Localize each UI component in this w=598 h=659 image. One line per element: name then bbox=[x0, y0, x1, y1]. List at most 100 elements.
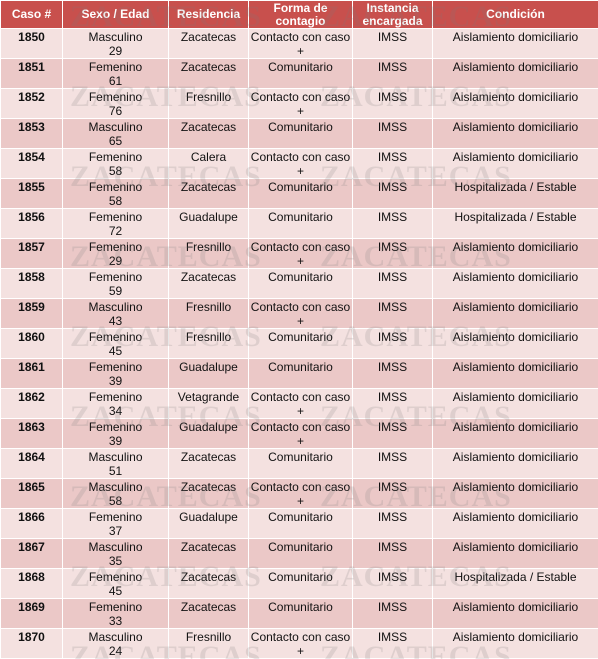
age: 39 bbox=[108, 374, 123, 388]
table-cell: Aislamiento domiciliario bbox=[432, 358, 598, 389]
cell-content: Guadalupe bbox=[169, 419, 248, 448]
table-cell: Femenino 61 bbox=[62, 58, 169, 89]
age: 51 bbox=[108, 464, 123, 478]
cell-content: IMSS bbox=[353, 479, 432, 508]
cell-content: IMSS bbox=[353, 119, 432, 148]
residence: Vetagrande bbox=[177, 390, 240, 404]
condition: Hospitalizada / Estable bbox=[454, 210, 577, 224]
age: 33 bbox=[108, 614, 123, 628]
sex: Femenino bbox=[88, 420, 143, 434]
contagion: Comunitario bbox=[268, 180, 333, 194]
cell-content: IMSS bbox=[353, 89, 432, 118]
cell-content: Aislamiento domiciliario bbox=[433, 629, 598, 658]
table-cell: Aislamiento domiciliario bbox=[432, 298, 598, 329]
table-row: 1868 Femenino 45 Zacatecas Comunitario IMSS Ho… bbox=[0, 568, 598, 599]
table-cell: IMSS bbox=[352, 448, 433, 479]
age: 34 bbox=[108, 404, 123, 418]
contagion: Comunitario bbox=[268, 270, 333, 284]
residence: Fresnillo bbox=[185, 240, 232, 254]
institution: IMSS bbox=[377, 600, 408, 614]
case-number: 1864 bbox=[18, 450, 45, 464]
table-cell: Aislamiento domiciliario bbox=[432, 58, 598, 89]
residence: Zacatecas bbox=[180, 450, 237, 464]
condition: Aislamiento domiciliario bbox=[452, 270, 579, 284]
institution: IMSS bbox=[377, 510, 408, 524]
cell-content: 1868 bbox=[1, 569, 62, 598]
table-cell: Contacto con caso + bbox=[248, 298, 353, 329]
cell-content: 1862 bbox=[1, 389, 62, 418]
table-cell: Aislamiento domiciliario bbox=[432, 448, 598, 479]
cell-content: Contacto con caso + bbox=[249, 29, 352, 58]
table-cell: Femenino 72 bbox=[62, 208, 169, 239]
cell-content: 1869 bbox=[1, 599, 62, 628]
table-cell: Contacto con caso + bbox=[248, 238, 353, 269]
table-cell: Zacatecas bbox=[168, 448, 249, 479]
cell-content: IMSS bbox=[353, 179, 432, 208]
table-cell: Masculino 29 bbox=[62, 28, 169, 59]
cell-content: 1856 bbox=[1, 209, 62, 238]
table-cell: Aislamiento domiciliario bbox=[432, 508, 598, 539]
table-cell: Guadalupe bbox=[168, 508, 249, 539]
case-number: 1852 bbox=[18, 90, 45, 104]
cell-content: Fresnillo bbox=[169, 629, 248, 658]
sex: Masculino bbox=[88, 120, 143, 134]
table-cell: Aislamiento domiciliario bbox=[432, 88, 598, 119]
cell-content: IMSS bbox=[353, 389, 432, 418]
table-cell: Zacatecas bbox=[168, 268, 249, 299]
header-text: Instancia encargada bbox=[362, 1, 423, 28]
residence: Fresnillo bbox=[185, 90, 232, 104]
table-cell: IMSS bbox=[352, 298, 433, 329]
cell-content: Comunitario bbox=[249, 569, 352, 598]
condition: Aislamiento domiciliario bbox=[452, 600, 579, 614]
table-cell: Femenino 59 bbox=[62, 268, 169, 299]
table-cell: Fresnillo bbox=[168, 298, 249, 329]
cell-content: Contacto con caso + bbox=[249, 419, 352, 448]
condition: Aislamiento domiciliario bbox=[452, 630, 579, 644]
cell-content: Femenino 58 bbox=[63, 179, 168, 208]
cell-content: Zacatecas bbox=[169, 29, 248, 58]
table-cell: Aislamiento domiciliario bbox=[432, 328, 598, 359]
residence: Calera bbox=[190, 150, 227, 164]
table-cell: 1868 bbox=[0, 568, 63, 599]
age: 39 bbox=[108, 434, 123, 448]
table-cell: Contacto con caso + bbox=[248, 418, 353, 449]
cell-content: 1857 bbox=[1, 239, 62, 268]
table-cell: Femenino 34 bbox=[62, 388, 169, 419]
table-cell: Aislamiento domiciliario bbox=[432, 238, 598, 269]
table-cell: IMSS bbox=[352, 28, 433, 59]
cell-content: IMSS bbox=[353, 569, 432, 598]
table-cell: Contacto con caso + bbox=[248, 88, 353, 119]
cell-content: 1858 bbox=[1, 269, 62, 298]
table-cell: Vetagrande bbox=[168, 388, 249, 419]
age: 24 bbox=[108, 644, 123, 658]
table-row: 1869 Femenino 33 Zacatecas Comunitario IMSS Ai… bbox=[0, 598, 598, 629]
table-cell: Masculino 65 bbox=[62, 118, 169, 149]
cell-content: Aislamiento domiciliario bbox=[433, 299, 598, 328]
table-cell: Aislamiento domiciliario bbox=[432, 478, 598, 509]
sex: Femenino bbox=[88, 90, 143, 104]
institution: IMSS bbox=[377, 60, 408, 74]
age: 45 bbox=[108, 344, 123, 358]
contagion: Contacto con caso + bbox=[250, 300, 351, 328]
table-cell: IMSS bbox=[352, 208, 433, 239]
cell-content: Masculino 24 bbox=[63, 629, 168, 658]
institution: IMSS bbox=[377, 270, 408, 284]
table-cell: 1853 bbox=[0, 118, 63, 149]
table-cell: Femenino 33 bbox=[62, 598, 169, 629]
condition: Aislamiento domiciliario bbox=[452, 90, 579, 104]
age: 43 bbox=[108, 314, 123, 328]
table-row: 1856 Femenino 72 Guadalupe Comunitario IMSS Ho… bbox=[0, 208, 598, 239]
cell-content: Comunitario bbox=[249, 539, 352, 568]
cell-content: Masculino 51 bbox=[63, 449, 168, 478]
table-cell: Zacatecas bbox=[168, 58, 249, 89]
residence: Zacatecas bbox=[180, 60, 237, 74]
cell-content: IMSS bbox=[353, 329, 432, 358]
cell-content: Masculino 65 bbox=[63, 119, 168, 148]
cell-content: Contacto con caso + bbox=[249, 389, 352, 418]
cell-content: Contacto con caso + bbox=[249, 299, 352, 328]
cell-content: Guadalupe bbox=[169, 359, 248, 388]
condition: Aislamiento domiciliario bbox=[452, 390, 579, 404]
table-cell: Comunitario bbox=[248, 358, 353, 389]
institution: IMSS bbox=[377, 30, 408, 44]
